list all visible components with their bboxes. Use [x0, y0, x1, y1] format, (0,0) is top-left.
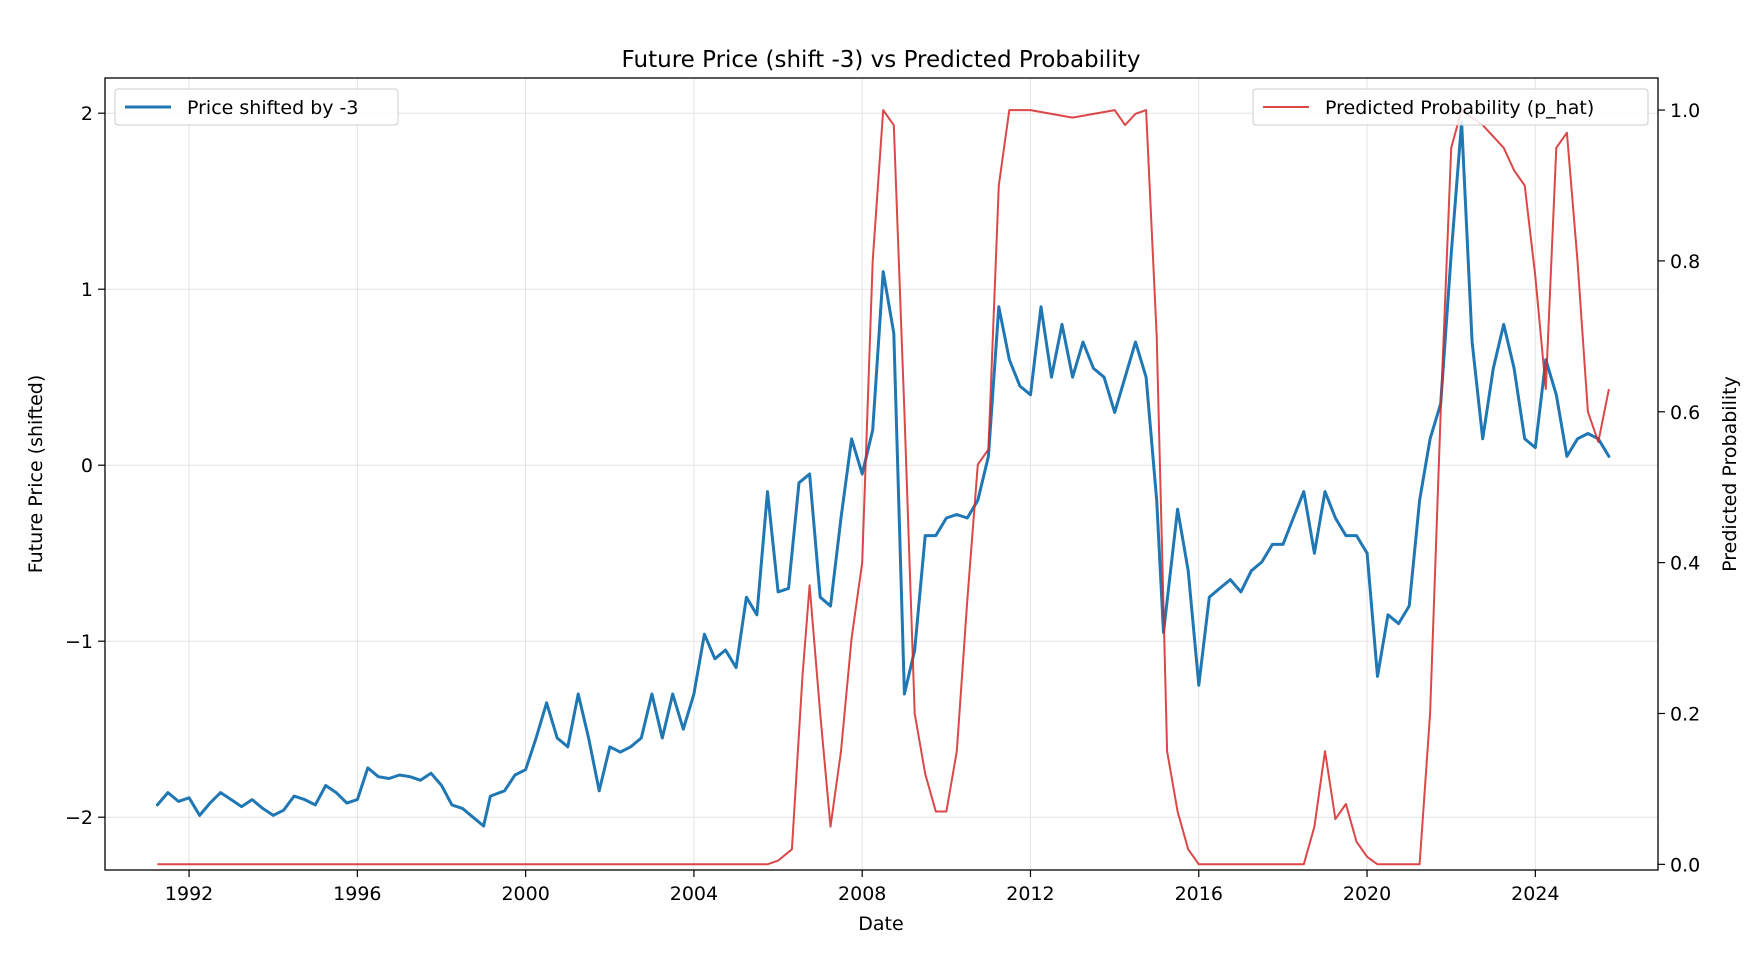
- legend-right: Predicted Probability (p_hat): [1252, 88, 1649, 126]
- y-right-axis-ticks: 0.0 0.2 0.4 0.6 0.8 1.0: [1658, 100, 1700, 876]
- y-tick-label: 2: [81, 103, 93, 125]
- y-right-tick-label: 0.8: [1670, 251, 1700, 273]
- x-tick-label: 2012: [1006, 883, 1054, 905]
- x-tick-label: 2020: [1343, 883, 1391, 905]
- x-tick-label: 2024: [1511, 883, 1559, 905]
- legend-left-box: [114, 88, 399, 126]
- y-tick-label: 1: [81, 279, 93, 301]
- y-axis-ticks: −2 −1 0 1 2: [65, 103, 105, 829]
- probability-series: [157, 109, 1610, 866]
- y-tick-label: −2: [65, 807, 93, 829]
- grid-lines: [105, 78, 1658, 870]
- x-tick-label: 2004: [670, 883, 718, 905]
- probability-line: [157, 109, 1610, 866]
- legend-left: Price shifted by -3: [114, 88, 399, 126]
- price-series: [155, 120, 1611, 828]
- x-tick-label: 2016: [1175, 883, 1223, 905]
- y-right-tick-label: 0.0: [1670, 854, 1700, 876]
- y-right-tick-label: 0.4: [1670, 553, 1700, 575]
- x-tick-label: 1992: [165, 883, 213, 905]
- x-tick-label: 1996: [333, 883, 381, 905]
- chart-title: Future Price (shift -3) vs Predicted Pro…: [622, 47, 1141, 73]
- legend-right-box: [1252, 88, 1649, 126]
- y-axis-label: Future Price (shifted): [25, 375, 47, 574]
- y-right-tick-label: 0.2: [1670, 703, 1700, 725]
- y-tick-label: 0: [81, 455, 93, 477]
- y-tick-label: −1: [65, 631, 93, 653]
- y-right-axis-label: Predicted Probability: [1719, 376, 1741, 572]
- x-tick-label: 2000: [501, 883, 549, 905]
- legend-price-label: Price shifted by -3: [187, 97, 359, 119]
- x-axis-ticks: 1992 1996 2000 2004 2008 2012 2016 2020 2024: [165, 870, 1560, 905]
- x-axis-label: Date: [858, 913, 903, 935]
- legend-probability-label: Predicted Probability (p_hat): [1325, 97, 1594, 119]
- price-line: [155, 120, 1611, 828]
- x-tick-label: 2008: [838, 883, 886, 905]
- plot-frame: [104, 77, 1659, 871]
- y-right-tick-label: 1.0: [1670, 100, 1700, 122]
- y-right-tick-label: 0.6: [1670, 402, 1700, 424]
